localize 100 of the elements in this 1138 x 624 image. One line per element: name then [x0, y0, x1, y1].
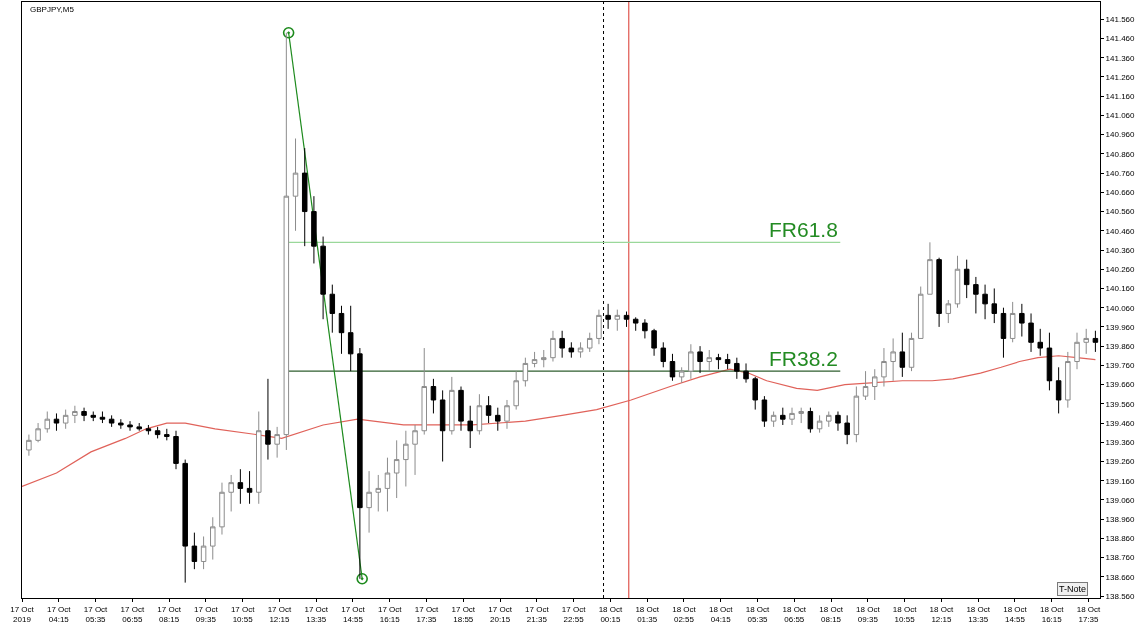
candlestick — [292, 138, 299, 232]
y-tick-label: 140.560 — [1105, 207, 1136, 217]
candlestick — [338, 305, 345, 355]
candlestick — [237, 468, 244, 505]
x-tick-label: 18 Oct 12:15 — [929, 604, 954, 624]
candlestick — [1028, 312, 1034, 353]
candlestick — [53, 412, 60, 432]
candlestick — [862, 370, 869, 401]
y-tick-label: 139.860 — [1105, 341, 1136, 351]
candlestick — [81, 407, 87, 422]
candlestick — [614, 309, 621, 332]
y-tick-label: 138.860 — [1105, 534, 1136, 544]
x-tick-label: 18 Oct 04:15 — [708, 604, 734, 624]
candlestick — [366, 470, 372, 534]
y-tick-label: 140.060 — [1105, 303, 1136, 313]
candlestick — [798, 407, 804, 424]
candlestick — [439, 389, 446, 462]
candlestick — [642, 318, 648, 339]
candlestick — [1046, 332, 1053, 391]
y-tick-label: 140.860 — [1105, 149, 1136, 159]
candlestick — [347, 305, 354, 372]
candlestick — [62, 409, 69, 430]
candlestick — [26, 434, 32, 457]
x-tick-label: 17 Oct 14:55 — [341, 604, 366, 624]
x-tick-label: 17 Oct 20:15 — [488, 604, 513, 624]
candlestick — [127, 420, 133, 432]
y-tick-label: 138.560 — [1105, 591, 1136, 601]
candlestick — [274, 426, 280, 459]
x-tick-label: 17 Oct 04:15 — [46, 604, 72, 624]
x-tick-label: 18 Oct 14:55 — [1003, 604, 1028, 624]
y-tick-label: 138.760 — [1105, 553, 1136, 563]
candlestick — [384, 457, 391, 512]
candlestick — [789, 407, 795, 426]
candlestick — [90, 411, 97, 422]
candlestick — [495, 407, 501, 432]
candlestick — [1074, 332, 1080, 370]
candlestick — [678, 366, 685, 384]
x-tick-label: 17 Oct 06:55 — [120, 604, 145, 624]
candlestick — [936, 257, 942, 328]
annotation: FR38.2 — [769, 347, 838, 370]
candlestick — [632, 316, 639, 332]
candlestick — [403, 430, 409, 487]
candlestick — [485, 395, 492, 424]
x-tick-label: 18 Oct 02:55 — [672, 604, 697, 624]
y-tick-label: 141.460 — [1105, 34, 1136, 44]
candlestick — [1065, 351, 1071, 409]
y-tick-label: 139.360 — [1105, 438, 1136, 448]
y-tick-label: 140.960 — [1105, 130, 1136, 140]
candlestick — [881, 347, 887, 388]
candlestick — [688, 343, 694, 380]
candlestick — [320, 236, 326, 320]
y-tick-label: 140.460 — [1105, 226, 1136, 236]
candlestick — [393, 439, 400, 499]
y-tick-label: 139.660 — [1105, 380, 1136, 390]
candlestick — [917, 286, 924, 339]
x-tick-label: 17 Oct 13:35 — [304, 604, 329, 624]
candlestick — [1083, 328, 1089, 355]
candlestick — [1055, 366, 1062, 414]
candlestick — [550, 330, 556, 363]
candlestick — [145, 424, 152, 436]
candlestick — [991, 287, 998, 324]
candlestick — [1019, 303, 1025, 338]
y-tick-label: 140.360 — [1105, 245, 1136, 255]
candlestick — [623, 311, 630, 328]
candlestick — [826, 411, 832, 428]
candlestick — [899, 332, 906, 378]
y-tick-label: 140.160 — [1105, 284, 1136, 294]
candlestick — [476, 393, 483, 436]
y-tick-label: 139.760 — [1105, 361, 1136, 371]
candlestick — [660, 341, 667, 368]
candlestick — [954, 255, 961, 309]
x-tick-label: 17 Oct 21:35 — [525, 604, 550, 624]
candlestick — [228, 474, 234, 512]
candlestick — [982, 284, 988, 320]
x-tick-label: 17 Oct 18:55 — [451, 604, 476, 624]
annotation: FR61.8 — [769, 218, 838, 241]
candlestick — [963, 259, 970, 299]
candlestick — [421, 347, 427, 436]
candlestick — [697, 345, 703, 374]
candlestick — [191, 532, 198, 570]
candlestick — [1000, 307, 1007, 359]
candlestick — [844, 414, 850, 445]
x-tick-label: 18 Oct 13:35 — [966, 604, 991, 624]
candlestick — [219, 482, 225, 536]
x-tick-label: 18 Oct 17:35 — [1076, 604, 1102, 624]
candlestick — [210, 516, 216, 561]
x-tick-label: 18 Oct 05:35 — [745, 604, 771, 624]
y-tick-label: 139.060 — [1105, 495, 1136, 505]
candlestick — [504, 399, 510, 430]
candlestick — [1009, 301, 1016, 343]
x-tick-label: 18 Oct 10:55 — [892, 604, 918, 624]
candlestick — [669, 353, 676, 382]
candlestick — [541, 349, 547, 368]
x-tick-label: 17 Oct 12:15 — [267, 604, 292, 624]
x-tick-label: 18 Oct 08:15 — [819, 604, 844, 624]
candlestick — [531, 351, 538, 368]
candlestick — [513, 370, 519, 411]
chart-title: GBPJPY,M5 — [30, 4, 75, 14]
candlestick — [458, 386, 464, 432]
x-tick-label: 17 Oct 16:15 — [377, 604, 403, 624]
